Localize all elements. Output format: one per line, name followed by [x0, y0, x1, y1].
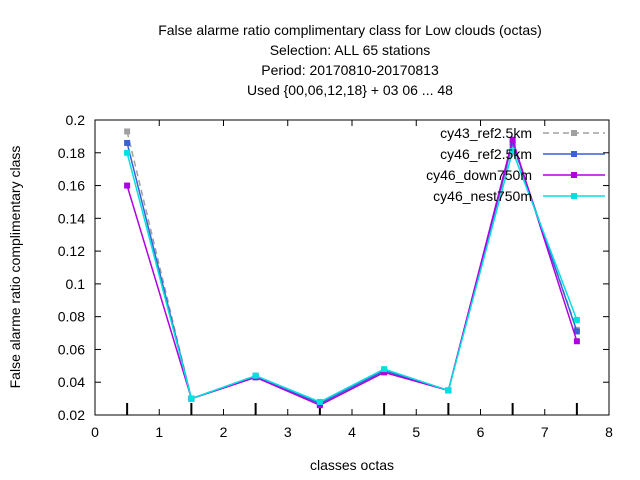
plot-frame	[94, 119, 610, 416]
x-tick-label: 8	[605, 424, 613, 440]
data-point	[573, 338, 580, 345]
title-line-1: False alarme ratio complimentary class f…	[158, 22, 542, 38]
data-point	[316, 402, 323, 409]
data-point	[573, 328, 580, 335]
chart-title: False alarme ratio complimentary class f…	[158, 22, 542, 98]
legend-swatch-marker	[571, 193, 577, 199]
legend-swatch-marker	[571, 172, 577, 178]
data-point	[124, 182, 131, 189]
x-tick-label: 0	[91, 424, 99, 440]
data-point	[381, 369, 388, 376]
legend-label: cy46_down750m	[426, 167, 532, 183]
data-point	[381, 366, 388, 373]
series-line	[126, 148, 578, 403]
title-line-2: Selection: ALL 65 stations	[270, 42, 431, 58]
legend-label: cy46_nest750m	[433, 188, 532, 204]
title-line-4: Used {00,06,12,18} + 03 06 ... 48	[247, 82, 453, 98]
data-point	[316, 398, 323, 405]
title-line-3: Period: 20170810-20170813	[261, 62, 439, 78]
data-point	[445, 387, 452, 394]
x-tick-label: 5	[412, 424, 420, 440]
data-point	[252, 372, 259, 379]
y-tick-label: 0.04	[58, 374, 85, 390]
legend-label: cy46_ref2.5km	[440, 146, 532, 162]
legend-swatch-marker	[571, 151, 577, 157]
legend: cy43_ref2.5km cy46_ref2.5km cy46_down750mc…	[426, 125, 605, 204]
y-tick-label: 0.02	[58, 407, 85, 423]
data-point	[124, 149, 131, 156]
data-point	[509, 139, 516, 146]
x-tick-label: 3	[284, 424, 292, 440]
x-axis-label: classes octas	[310, 457, 394, 473]
y-tick-label: 0.12	[58, 243, 85, 259]
y-axis-label: False alarme ratio complimentary class	[7, 146, 23, 389]
y-tick-label: 0.06	[58, 341, 85, 357]
y-tick-label: 0.2	[66, 112, 86, 128]
axis-ticks: 0 1 2 3 4 5 6 7 8 0.02 0.04 0.06 0.08 0.1 0.12 0.14 0.16…	[58, 112, 613, 440]
data-point	[509, 148, 516, 155]
x-tick-label: 2	[220, 424, 228, 440]
legend-label: cy43_ref2.5km	[440, 125, 532, 141]
y-tick-label: 0.14	[58, 210, 85, 226]
x-tick-label: 1	[155, 424, 163, 440]
data-point	[124, 128, 131, 135]
y-tick-label: 0.16	[58, 178, 85, 194]
data-point	[124, 139, 131, 146]
series-group	[124, 128, 580, 409]
y-tick-label: 0.08	[58, 309, 85, 325]
data-point	[188, 395, 195, 402]
x-tick-label: 4	[348, 424, 356, 440]
y-tick-label: 0.1	[66, 276, 86, 292]
legend-swatch-marker	[571, 130, 577, 136]
x-tick-label: 7	[541, 424, 549, 440]
series-cy46_nest750m	[124, 148, 580, 405]
data-point	[573, 316, 580, 323]
data-point	[509, 136, 516, 143]
x-tick-label: 6	[477, 424, 485, 440]
y-tick-label: 0.18	[58, 145, 85, 161]
